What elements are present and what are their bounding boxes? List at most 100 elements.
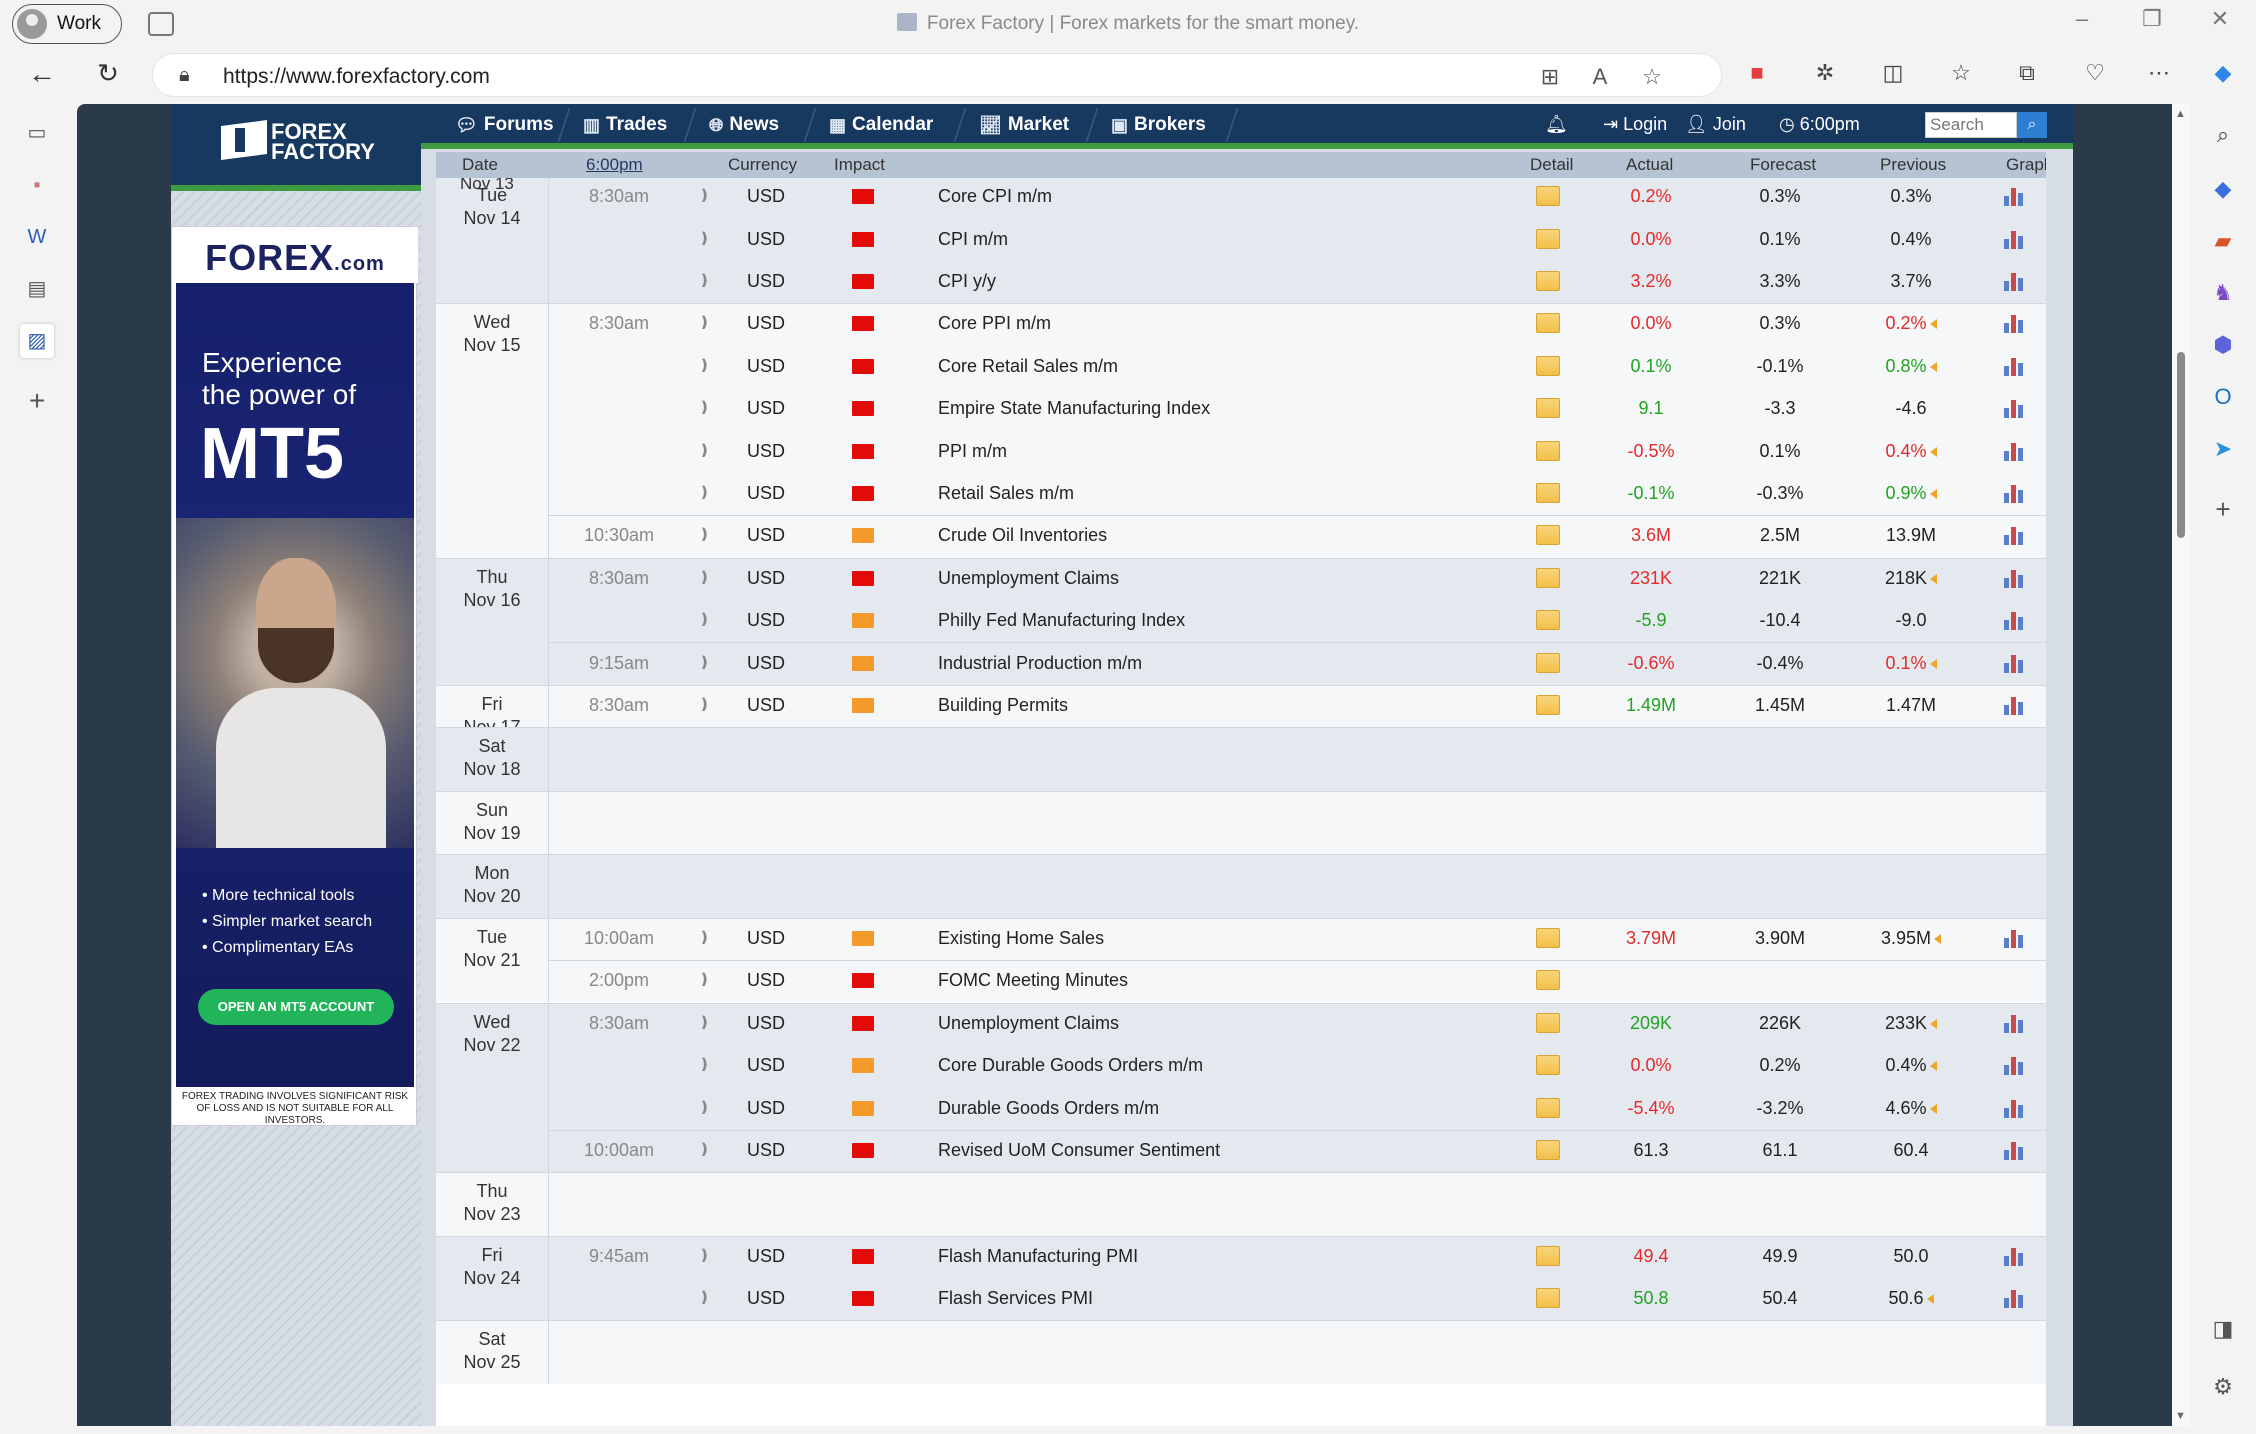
browser-essentials-icon[interactable]: ♡ [2085,60,2105,85]
nav-market[interactable]: 📈︎ Market [979,114,1070,135]
word-tab-icon[interactable]: W [27,226,47,248]
graph-icon[interactable] [2004,271,2026,291]
new-tab-icon[interactable]: + [28,385,46,416]
sound-icon[interactable]: ❫ [698,272,711,289]
impact-folder-icon[interactable] [852,443,874,459]
event-title[interactable]: Core Durable Goods Orders m/m [938,1055,1204,1076]
detail-folder-icon[interactable] [1536,398,1560,419]
event-title[interactable]: Empire State Manufacturing Index [938,398,1211,419]
graph-icon[interactable] [2004,1055,2026,1076]
detail-folder-icon[interactable] [1536,1012,1560,1033]
impact-folder-icon[interactable] [852,274,874,289]
event-title[interactable]: Unemployment Claims [938,567,1120,588]
impact-folder-icon[interactable] [852,1015,874,1031]
revised-marker-icon[interactable] [1929,489,1937,499]
detail-folder-icon[interactable] [1536,313,1560,334]
read-aloud-icon[interactable]: A [1592,64,1608,89]
impact-folder-icon[interactable] [852,973,874,989]
games-icon[interactable]: ♞ [2213,280,2233,305]
event-title[interactable]: Existing Home Sales [938,927,1105,948]
tab-favicon-icon[interactable]: ▪ [33,174,41,196]
page-scrollbar[interactable]: ▲ ▼ [2172,104,2190,1426]
search-icon[interactable]: ⌕ [2216,122,2230,147]
restore-icon[interactable]: ❐ [2142,6,2162,31]
revised-marker-icon[interactable] [1929,446,1937,457]
sound-icon[interactable]: ❫ [698,441,711,459]
profile-button[interactable]: Work [12,4,122,44]
sound-icon[interactable]: ❫ [698,229,711,247]
settings-gear-icon[interactable]: ⚙ [2213,1374,2233,1399]
nav-brokers[interactable]: ▣ Brokers [1111,114,1206,135]
detail-folder-icon[interactable] [1536,483,1560,503]
sound-icon[interactable]: ❫ [698,568,711,586]
site-search-input[interactable]: Search [1925,112,2017,138]
event-title[interactable]: PPI m/m [938,440,1008,461]
apps-icon[interactable]: ⊞ [1540,64,1560,89]
graph-icon[interactable] [2004,356,2026,376]
refresh-button[interactable]: ↻ [97,58,119,88]
revised-marker-icon[interactable] [1929,1061,1937,1072]
login-link[interactable]: ⇥ Login [1603,114,1668,134]
graph-icon[interactable] [2004,525,2026,546]
favorite-star-icon[interactable]: ☆ [1642,64,1662,89]
forexfactory-tab-icon[interactable]: ▨ [20,324,54,358]
graph-icon[interactable] [2004,1140,2026,1160]
event-title[interactable]: Durable Goods Orders m/m [938,1097,1160,1118]
impact-folder-icon[interactable] [852,1142,874,1158]
impact-folder-icon[interactable] [852,401,874,417]
event-title[interactable]: Building Permits [938,695,1069,715]
revised-marker-icon[interactable] [1930,1018,1938,1029]
sound-icon[interactable]: ❫ [698,696,711,713]
notifications-bell-icon[interactable]: 🔔︎ [1545,114,1568,134]
tab-actions-icon[interactable] [148,12,174,36]
sound-icon[interactable]: ❫ [698,187,711,205]
scroll-down-icon[interactable]: ▼ [2175,1410,2186,1422]
detail-folder-icon[interactable] [1536,927,1560,948]
detail-folder-icon[interactable] [1536,652,1560,673]
graph-icon[interactable] [2004,1288,2026,1309]
impact-folder-icon[interactable] [852,189,874,205]
outlook-icon[interactable]: O [2214,384,2232,409]
sound-icon[interactable]: ❫ [698,1289,711,1307]
impact-folder-icon[interactable] [852,613,874,629]
impact-folder-icon[interactable] [852,231,874,247]
graph-icon[interactable] [2004,441,2026,461]
detail-folder-icon[interactable] [1536,1245,1560,1266]
event-title[interactable]: Core Retail Sales m/m [938,355,1119,376]
graph-icon[interactable] [2004,186,2026,207]
graph-icon[interactable] [2004,398,2026,419]
sound-icon[interactable]: ❫ [698,1098,711,1116]
impact-folder-icon[interactable] [852,698,874,713]
impact-folder-icon[interactable] [852,528,874,544]
sound-icon[interactable]: ❫ [698,1140,711,1158]
event-title[interactable]: FOMC Meeting Minutes [938,970,1129,991]
graph-icon[interactable] [2004,483,2026,503]
nav-news[interactable]: 🌐︎ News [709,114,780,135]
nav-calendar[interactable]: ▦ Calendar [829,114,934,135]
add-sidebar-app-icon[interactable]: + [2215,494,2231,524]
graph-icon[interactable] [2004,928,2026,948]
tab-actions-icon[interactable]: ▭ [27,122,47,144]
header-date[interactable]: Date [462,155,498,174]
clock-display[interactable]: ◷ 6:00pm [1779,114,1860,134]
scroll-up-icon[interactable]: ▲ [2175,108,2186,120]
close-icon[interactable]: ✕ [2210,6,2230,31]
event-title[interactable]: Flash Manufacturing PMI [938,1245,1139,1266]
tab-favicon-icon[interactable]: ▤ [27,278,47,300]
detail-folder-icon[interactable] [1536,1288,1560,1309]
event-title[interactable]: Flash Services PMI [938,1288,1094,1309]
sound-icon[interactable]: ❫ [698,526,711,544]
detail-folder-icon[interactable] [1536,610,1560,631]
impact-folder-icon[interactable] [852,1248,874,1264]
send-icon[interactable]: ➤ [2213,436,2233,461]
detail-folder-icon[interactable] [1536,525,1560,546]
detail-folder-icon[interactable] [1536,440,1560,461]
nav-trades[interactable]: ▥ Trades [583,114,668,135]
office-icon[interactable]: ⬢ [2213,332,2233,357]
impact-folder-icon[interactable] [852,655,874,671]
site-logo[interactable]: FOREX FACTORY [171,104,421,188]
detail-folder-icon[interactable] [1536,695,1560,715]
revised-marker-icon[interactable] [1930,573,1938,584]
hide-sidebar-icon[interactable]: ◨ [2212,1316,2234,1341]
sound-icon[interactable]: ❫ [698,971,711,989]
